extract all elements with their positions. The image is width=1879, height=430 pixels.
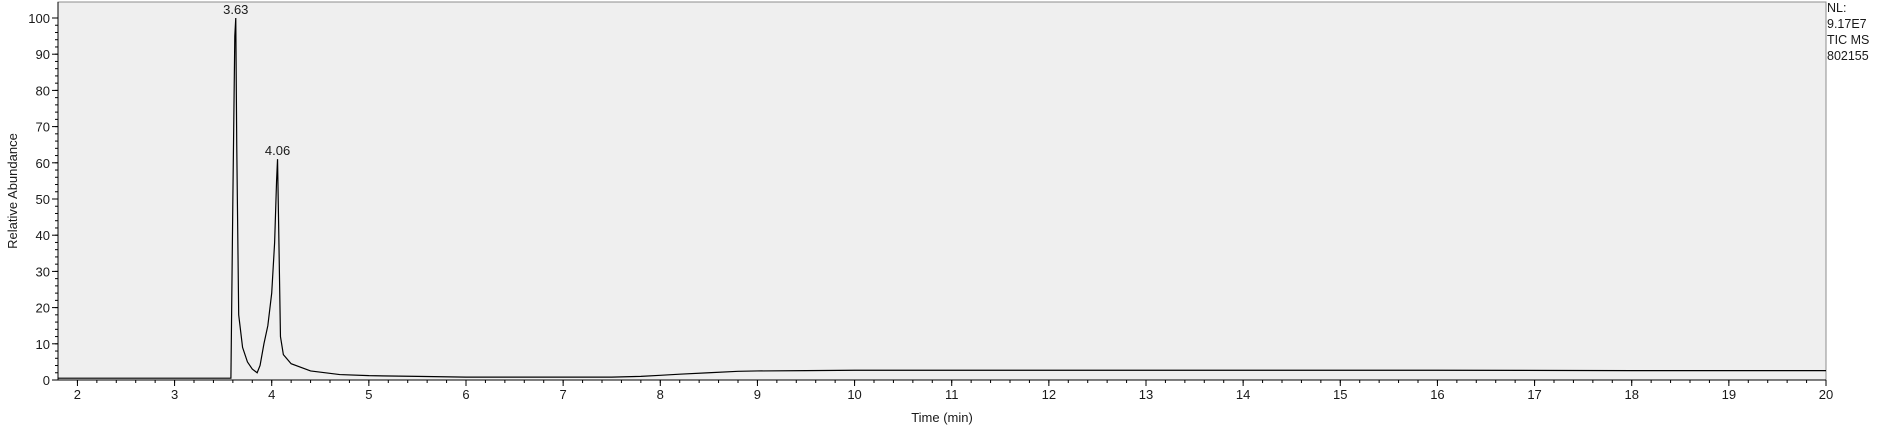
x-tick-label: 7 (560, 387, 567, 402)
x-tick-label: 5 (365, 387, 372, 402)
info-panel: NL: 9.17E7 TIC MS 802155 (1827, 0, 1879, 64)
x-tick-label: 14 (1236, 387, 1250, 402)
x-tick-label: 19 (1722, 387, 1736, 402)
y-tick-label: 10 (36, 337, 50, 352)
y-tick-label: 60 (36, 156, 50, 171)
y-tick-label: 0 (43, 373, 50, 388)
y-tick-label: 80 (36, 83, 50, 98)
info-scan-type: TIC MS (1827, 33, 1870, 47)
info-file-id: 802155 (1827, 49, 1869, 63)
info-nl-label: NL: (1827, 1, 1847, 15)
tic-trace-line (58, 17, 1826, 379)
y-tick-label: 50 (36, 192, 50, 207)
x-tick-label: 17 (1527, 387, 1541, 402)
x-tick-label: 12 (1042, 387, 1056, 402)
y-tick-label: 20 (36, 301, 50, 316)
x-axis: 2 3 4 5 6 7 8 9 10 11 12 13 14 15 16 17 18 19 20 (58, 379, 1833, 402)
y-tick-label: 30 (36, 264, 50, 279)
y-axis: 0 10 20 30 40 50 60 70 80 90 100 (28, 2, 59, 388)
x-tick-label: 4 (268, 387, 275, 402)
x-tick-label: 16 (1430, 387, 1444, 402)
peak-label: 4.06 (265, 143, 290, 158)
x-tick-label: 6 (462, 387, 469, 402)
x-tick-label: 18 (1624, 387, 1638, 402)
x-tick-label: 3 (171, 387, 178, 402)
y-axis-title: Relative Abundance (5, 133, 20, 249)
x-tick-label: 10 (847, 387, 861, 402)
y-tick-label: 70 (36, 120, 50, 135)
x-tick-label: 20 (1819, 387, 1833, 402)
y-tick-label: 100 (28, 11, 50, 26)
y-tick-label: 40 (36, 228, 50, 243)
x-tick-label: 11 (945, 387, 959, 402)
x-tick-label: 15 (1333, 387, 1347, 402)
peak-labels: 3.63 4.06 (223, 2, 290, 158)
x-tick-label: 2 (74, 387, 81, 402)
x-tick-label: 13 (1139, 387, 1153, 402)
peak-label: 3.63 (223, 2, 248, 17)
y-tick-label: 90 (36, 47, 50, 62)
x-tick-label: 9 (754, 387, 761, 402)
x-axis-title: Time (min) (911, 410, 973, 425)
info-nl-value: 9.17E7 (1827, 17, 1867, 31)
plot-area (57, 1, 1827, 381)
x-tick-label: 8 (657, 387, 664, 402)
